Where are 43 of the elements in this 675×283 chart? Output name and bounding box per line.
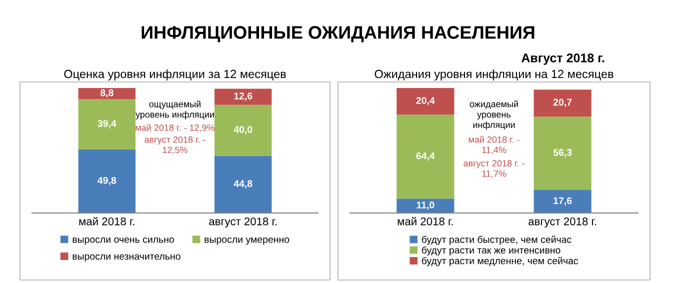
legend-label: будут расти быстрее, чем сейчас xyxy=(422,236,572,245)
bar xyxy=(534,116,592,190)
x-tick-label: август 2018 г. xyxy=(209,217,277,228)
bar xyxy=(396,88,454,115)
bar xyxy=(78,88,136,100)
chart-title: Ожидания уровня инфляции на 12 месяцев xyxy=(374,70,614,81)
data-label: 49,8 xyxy=(98,176,116,186)
legend-label: выросли умеренно xyxy=(204,238,290,245)
text: Август 2018 г. xyxy=(522,54,604,65)
annotation: ощущаемый уровень инфляции xyxy=(136,100,214,120)
legend-label: будут расти медленне, чем сейчас xyxy=(422,256,578,266)
data-label: 44,8 xyxy=(234,180,252,188)
legend-label: будут расти так же интенсивно xyxy=(422,246,560,256)
data-label: 17,6 xyxy=(554,197,572,206)
legend-label: выросли очень сильно xyxy=(72,238,174,245)
data-label: 8,8 xyxy=(100,89,114,98)
bar xyxy=(396,198,454,213)
data-label: 56,3 xyxy=(553,149,572,158)
data-label: 20,4 xyxy=(416,97,435,106)
data-label: 40,0 xyxy=(234,126,252,134)
annotation: август 2018 г. - 12,5% xyxy=(144,136,206,154)
data-label: 64,4 xyxy=(416,152,435,161)
legend-label: выросли незначительно xyxy=(72,254,180,262)
text: ИНФЛЯЦИОННЫЕ ОЖИДАНИЯ НАСЕЛЕНИЯ xyxy=(142,26,534,42)
bar xyxy=(78,149,136,213)
data-label: 39,4 xyxy=(98,120,116,128)
x-tick-label: май 2018 г. xyxy=(79,216,134,226)
x-tick-label: август 2018 г. xyxy=(528,217,596,228)
x-tick-label: май 2018 г. xyxy=(398,216,453,226)
annotation: май 2018 г. - 12,9% xyxy=(136,124,215,132)
annotation: ожидаемый уровень инфляции xyxy=(470,100,518,130)
chart-title: Оценка уровня инфляции за 12 месяцев xyxy=(64,70,286,81)
bar xyxy=(78,99,136,150)
bar xyxy=(214,156,272,213)
bar xyxy=(534,90,592,117)
bar xyxy=(214,88,272,105)
annotation: август 2018 г. - 11,7% xyxy=(464,160,524,178)
data-label: 12,6 xyxy=(234,92,252,101)
data-label: 11,0 xyxy=(416,202,434,210)
data-label: 20,7 xyxy=(553,98,572,108)
bar xyxy=(534,190,592,213)
bar xyxy=(214,104,272,156)
bar xyxy=(396,114,454,199)
